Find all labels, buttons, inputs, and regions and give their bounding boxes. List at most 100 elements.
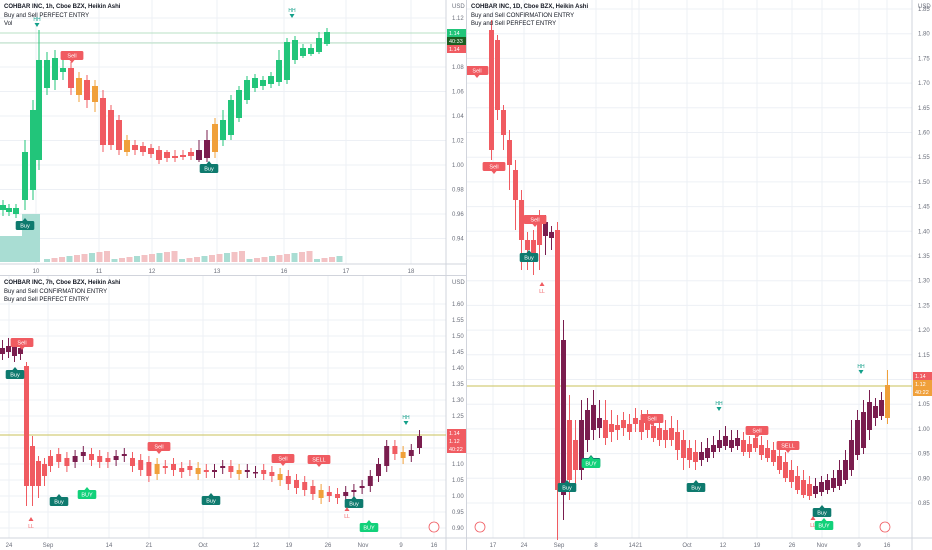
candle-body bbox=[549, 232, 554, 238]
price-tick-label: 1.30 bbox=[918, 279, 930, 285]
candle-body bbox=[204, 140, 210, 158]
candle-body bbox=[400, 452, 406, 458]
buy-signal-pointer bbox=[206, 161, 212, 164]
candle-body bbox=[681, 440, 686, 458]
price-tick-label: 1.35 bbox=[452, 382, 464, 388]
buy-signal-pointer bbox=[693, 480, 699, 483]
price-tick-label: 0.94 bbox=[452, 237, 464, 243]
candle-body bbox=[819, 482, 824, 492]
sell-signal bbox=[776, 441, 800, 450]
price-tick-label: 1.60 bbox=[452, 302, 464, 308]
candle-body bbox=[130, 458, 135, 466]
currency-label: USD bbox=[452, 280, 465, 286]
buy-signal-pointer bbox=[819, 505, 825, 508]
chart-pane-7h[interactable]: 1.601.551.501.451.401.351.301.251.201.15… bbox=[0, 276, 466, 550]
candle-body bbox=[367, 476, 373, 486]
price-badge-text: 40:22 bbox=[915, 390, 929, 396]
time-tick-label: Sep bbox=[43, 543, 54, 549]
volume-bar bbox=[44, 259, 50, 262]
symbol-title[interactable]: COHBAR INC, 1D, Cboe BZX, Heikin Ashi bbox=[471, 4, 589, 10]
time-tick-label: 24 bbox=[521, 543, 528, 549]
price-tick-label: 1.25 bbox=[918, 303, 930, 309]
candle-body bbox=[807, 484, 812, 496]
indicator-label[interactable]: Buy and Sell CONFIRMATION ENTRY bbox=[4, 288, 108, 295]
sell-signal bbox=[307, 455, 331, 464]
candle-body bbox=[318, 490, 324, 498]
price-tick-label: 1.08 bbox=[452, 65, 464, 71]
candle-body bbox=[116, 120, 122, 150]
candle-body bbox=[196, 150, 202, 160]
indicator-label[interactable]: Buy and Sell CONFIRMATION ENTRY bbox=[471, 12, 575, 19]
pane-divider-horizontal[interactable] bbox=[0, 275, 466, 276]
candle-body bbox=[489, 30, 494, 150]
candle-body bbox=[220, 120, 226, 140]
indicator-label[interactable]: Buy and Sell PERFECT ENTRY bbox=[4, 12, 90, 19]
buy-signal-text: BUY bbox=[363, 526, 375, 532]
earnings-icon[interactable] bbox=[474, 521, 486, 533]
candle-body bbox=[316, 38, 322, 52]
buy-signal-pointer bbox=[366, 520, 372, 523]
time-tick-label: 13 bbox=[214, 269, 221, 275]
indicator-label[interactable]: Vol bbox=[4, 21, 13, 27]
candle-body bbox=[585, 410, 590, 440]
candle-body bbox=[260, 80, 266, 86]
indicator-label[interactable]: Buy and Sell PERFECT ENTRY bbox=[4, 297, 90, 303]
chart-canvas[interactable]: 1.85 1.80 1.75 1.70 1.65 1.60 1.55 1.50 1.45 1.40… bbox=[467, 0, 932, 550]
chart-pane-1h[interactable]: 1.121.101.081.061.041.021.000.980.960.94… bbox=[0, 0, 466, 275]
price-tick-label: 0.95 bbox=[918, 452, 930, 458]
sell-signal-pointer bbox=[69, 60, 75, 63]
candle-body bbox=[52, 58, 58, 80]
candle-body bbox=[92, 86, 98, 102]
candle-body bbox=[711, 445, 716, 452]
candle-body bbox=[537, 215, 542, 245]
sell-signal bbox=[147, 442, 171, 451]
chart-pane-1d[interactable]: 1.85 1.80 1.75 1.70 1.65 1.60 1.55 1.50 1.45 1.40… bbox=[467, 0, 932, 550]
candle-body bbox=[351, 490, 357, 492]
volume-bar bbox=[269, 256, 275, 262]
candle-body bbox=[789, 470, 794, 482]
candle-body bbox=[879, 400, 884, 416]
candle-body bbox=[513, 170, 518, 200]
chart-canvas[interactable]: 1.601.551.501.451.401.351.301.251.201.15… bbox=[0, 276, 466, 550]
price-tick-label: 1.05 bbox=[918, 402, 930, 408]
price-tick-label: 1.65 bbox=[918, 106, 930, 112]
earnings-icon[interactable] bbox=[428, 521, 440, 533]
candle-body bbox=[72, 456, 78, 462]
sell-signal-text: Sell bbox=[154, 445, 163, 451]
time-tick-label: 16 bbox=[884, 543, 891, 549]
price-tick-label: 1.15 bbox=[918, 353, 930, 359]
buy-signal bbox=[344, 499, 364, 508]
price-badge-text: 1.12 bbox=[449, 439, 460, 445]
sell-signal-text: Sell bbox=[647, 417, 656, 423]
earnings-icon[interactable] bbox=[879, 521, 891, 533]
volume-bar bbox=[306, 251, 313, 262]
candle-body bbox=[843, 460, 848, 480]
time-tick-label: 19 bbox=[286, 543, 293, 549]
candle-body bbox=[6, 208, 12, 212]
sell-signal-text: Sell bbox=[489, 165, 498, 171]
time-tick-label: 16 bbox=[431, 543, 438, 549]
ll-marker-text: LL bbox=[810, 523, 816, 529]
candle-body bbox=[132, 145, 138, 150]
time-tick-label: 17 bbox=[343, 269, 350, 275]
candle-body bbox=[705, 448, 710, 458]
symbol-title[interactable]: COHBAR INC, 7h, Cboe BZX, Heikin Ashi bbox=[4, 280, 121, 286]
chart-canvas[interactable]: 1.121.101.081.061.041.021.000.980.960.94… bbox=[0, 0, 466, 275]
price-badge bbox=[913, 380, 932, 388]
buy-signal bbox=[77, 490, 97, 499]
candle-body bbox=[80, 452, 86, 456]
buy-signal-pointer bbox=[12, 367, 18, 370]
time-tick-label: 8 bbox=[594, 543, 598, 549]
indicator-label[interactable]: Buy and Sell PERFECT ENTRY bbox=[471, 21, 557, 27]
candle-body bbox=[384, 446, 390, 466]
sell-signal-pointer bbox=[156, 451, 162, 454]
pane-divider-vertical[interactable] bbox=[466, 0, 467, 550]
sell-signal-text: Sell bbox=[17, 341, 26, 347]
buy-signal bbox=[5, 370, 25, 379]
candle-body bbox=[252, 78, 258, 88]
symbol-title[interactable]: COHBAR INC, 1h, Cboe BZX, Heikin Ashi bbox=[4, 4, 121, 10]
time-tick-label: 26 bbox=[789, 543, 796, 549]
volume-bar bbox=[141, 255, 148, 262]
price-tick-label: 1.40 bbox=[452, 366, 464, 372]
buy-signal bbox=[581, 459, 601, 468]
